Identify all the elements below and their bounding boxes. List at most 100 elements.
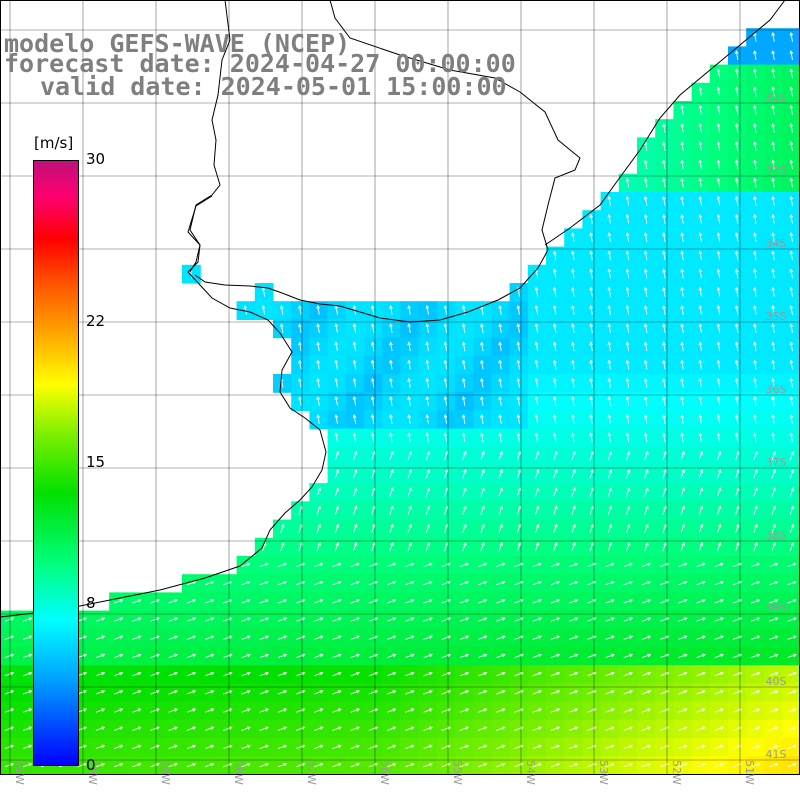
wind-arrow-head [374,580,379,585]
wind-arrow [717,360,721,370]
wind-arrow-head [298,359,302,364]
wind-arrow [790,141,793,152]
wind-arrow [641,708,651,713]
wind-arrow [735,360,739,370]
wind-arrow [481,433,484,443]
wind-arrow [571,542,576,552]
wind-arrow-head [771,68,775,73]
wind-arrow [204,745,214,750]
wind-arrow [481,378,484,388]
wind-arrow-head [428,635,433,639]
wind-arrow-head [228,599,233,603]
wind-arrow [204,617,214,622]
wind-arrow [259,599,269,604]
wind-arrow [444,433,448,443]
wind-arrow [750,672,760,677]
wind-arrow-head [720,599,725,603]
wind-arrow [314,581,323,586]
wind-arrow [644,305,648,315]
lon-label: 59W [159,760,172,785]
wind-arrow [717,396,721,406]
wind-arrow-head [119,653,124,658]
wind-arrow-head [246,617,251,621]
wind-arrow [641,563,651,568]
wind-arrow [204,654,214,659]
wind-arrow-head [625,250,630,255]
wind-arrow-head [463,523,467,528]
wind-arrow-head [265,653,270,658]
wind-arrow [314,726,323,731]
wind-arrow-head [734,122,739,127]
wind-arrow [477,708,487,713]
wind-arrow-head [554,541,558,546]
wind-arrow [535,360,539,370]
wind-arrow-head [717,468,722,473]
wind-arrow-head [319,599,324,603]
wind-arrow [568,745,578,750]
wind-arrow [772,105,775,115]
wind-arrow-head [607,341,612,346]
wind-arrow-head [789,395,794,400]
wind-arrow-head [774,708,779,712]
wind-arrow [441,581,451,586]
wind-arrow [623,563,633,568]
wind-arrow-head [589,213,593,218]
wind-arrow-head [334,359,339,364]
wind-arrow [589,451,594,461]
wind-arrow-head [283,744,288,749]
wind-arrow [699,269,702,279]
wind-arrow [717,214,721,224]
wind-arrow-head [538,708,543,712]
wind-arrow-head [28,744,33,749]
colorbar-tick-label: 30 [86,150,106,168]
wind-arrow [350,672,360,677]
wind-arrow [717,196,721,206]
wind-arrow-head [483,635,488,639]
wind-arrow [772,141,775,152]
wind-arrow-head [498,323,502,328]
wind-arrow-head [774,562,779,567]
wind-arrow-head [356,726,361,730]
wind-arrow-head [625,432,630,437]
wind-arrow [769,763,778,768]
wind-arrow-head [101,635,106,639]
wind-arrow-head [174,708,179,712]
wind-arrow [626,414,630,425]
wind-arrow-head [590,468,594,473]
wind-arrow [750,763,760,768]
wind-arrow [790,287,793,297]
wind-arrow [572,232,575,243]
coastline-estuary [187,195,213,273]
wind-arrow-head [756,635,761,639]
wind-arrow [608,396,611,406]
wind-arrow [754,433,757,443]
wind-arrow-head [461,341,466,346]
wind-arrow-head [517,487,522,492]
wind-arrow-head [334,341,339,346]
wind-arrow [423,635,433,640]
wind-arrow [698,469,703,479]
wind-arrow [407,451,412,461]
wind-arrow-head [137,726,142,730]
wind-arrow-head [374,653,379,658]
wind-arrow [626,251,630,261]
wind-arrow-head [701,580,706,585]
wind-arrow-head [83,635,88,639]
wind-arrow-head [662,323,666,328]
wind-arrow-head [155,635,160,639]
wind-arrow [113,726,123,731]
wind-arrow [644,506,649,515]
wind-arrow-head [281,541,285,546]
wind-arrow-head [410,599,415,603]
wind-arrow-head [317,523,321,528]
wind-arrow [389,542,394,552]
wind-arrow-head [465,653,470,658]
wind-arrow [754,87,757,97]
wind-arrow [95,672,105,677]
wind-arrow [132,672,141,677]
wind-arrow-head [789,195,794,200]
wind-arrow-head [428,580,433,585]
wind-arrow-head [643,359,648,364]
wind-arrow-head [534,323,539,328]
wind-arrow [259,635,269,640]
